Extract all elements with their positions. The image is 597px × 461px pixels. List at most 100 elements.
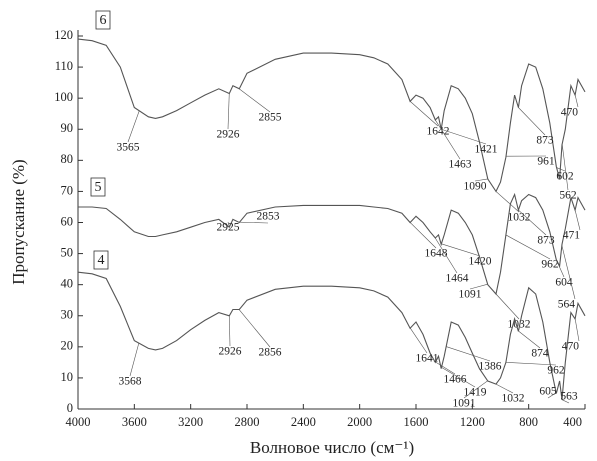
y-tick-label: 40 [61,277,74,291]
peak-leader [129,343,140,377]
series-label-box [95,10,111,30]
peak-leader [495,191,520,213]
peak-leader [434,361,456,375]
peak-label: 962 [547,365,565,377]
x-tick-label: 4000 [66,415,91,429]
peak-label: 1419 [464,387,487,399]
peak-leader [441,243,481,257]
y-tick-label: 120 [54,28,73,42]
peak-leader [495,293,520,320]
peak-leader [441,128,487,145]
peak-leader [227,93,230,130]
peak-leader [505,362,557,366]
peak-leader [238,309,271,348]
y-tick-label: 0 [67,401,73,415]
peak-label: 961 [537,156,555,168]
y-tick-label: 10 [61,370,74,384]
peak-leader [518,107,546,136]
series-label: 4 [98,253,105,268]
x-tick-label: 1200 [460,415,485,429]
peak-label: 2855 [259,112,282,124]
peak-label: 874 [531,348,549,360]
peak-label: 873 [537,235,555,247]
series-label: 5 [95,180,102,195]
peak-leader [409,327,428,354]
peak-leader [435,119,461,160]
spectrum-line [77,271,586,400]
peak-leader [463,380,488,399]
peak-label: 1648 [425,248,448,260]
peak-leader [409,221,437,249]
peak-label: 1421 [475,144,498,156]
x-tick-label: 3600 [122,415,147,429]
spectrum-line [77,38,586,193]
peak-label: 604 [555,277,573,289]
peak-label: 605 [539,386,557,398]
peak-label: 602 [556,171,574,183]
peak-leader [239,221,269,224]
peak-leader [505,234,551,260]
peak-leader [561,399,570,404]
peak-label: 471 [563,230,581,242]
peak-leader [574,318,580,342]
peak-leader [574,94,579,108]
peak-label: 470 [562,341,580,353]
peak-label: 1463 [449,159,472,171]
peak-label: 1032 [502,393,525,405]
x-tick-label: 3200 [178,415,203,429]
peak-label: 1641 [416,353,439,365]
peak-label: 470 [561,107,579,119]
peak-leader [441,367,476,388]
series-label-box [90,177,106,197]
peak-label: 2926 [217,129,240,141]
peak-label: 1386 [479,361,502,373]
peak-label: 2926 [219,346,242,358]
peak-label: 563 [560,391,578,403]
peak-label: 564 [558,299,576,311]
x-tick-label: 2800 [235,415,260,429]
x-tick-label: 800 [519,415,538,429]
series-label: 6 [100,13,107,28]
spectrum-line [78,192,586,296]
peak-leader [561,144,569,191]
y-tick-label: 70 [61,183,74,197]
peak-label: 962 [541,259,559,271]
peak-label: 1091 [459,289,482,301]
peak-label: 1464 [446,273,469,285]
peak-leader [409,101,439,127]
peak-label: 1090 [464,181,487,193]
peak-label: 2856 [259,347,282,359]
peak-label: 1032 [508,212,531,224]
peak-leader [239,88,271,113]
peak-leader [474,178,488,182]
y-tick-label: 30 [61,308,74,322]
y-tick-label: 100 [54,90,73,104]
peak-leader [547,392,557,399]
peak-label: 2925 [217,222,240,234]
peak-leader [434,237,458,274]
y-tick-label: 110 [55,59,73,73]
peak-leader [227,221,230,227]
peak-leader [228,315,231,347]
x-tick-label: 400 [563,415,582,429]
peak-leader [561,245,576,300]
peak-leader [574,209,581,231]
peak-leader [555,259,565,278]
peak-label: 3565 [117,142,140,154]
y-axis-title: Пропускание (%) [9,159,28,284]
y-tick-label: 50 [61,245,74,259]
peak-label: 562 [559,190,577,202]
peak-leader [495,383,514,394]
y-tick-label: 90 [61,121,74,135]
peak-label: 3568 [119,376,142,388]
y-tick-label: 20 [61,339,74,353]
x-axis-title: Волновое число (см⁻¹) [250,438,414,457]
x-tick-label: 2400 [291,415,316,429]
peak-label: 2853 [257,211,280,223]
peak-label: 1420 [469,256,492,268]
peak-leader [446,346,491,362]
peak-leader [469,283,488,290]
y-tick-label: 80 [61,152,74,166]
series-label-box [93,250,109,270]
